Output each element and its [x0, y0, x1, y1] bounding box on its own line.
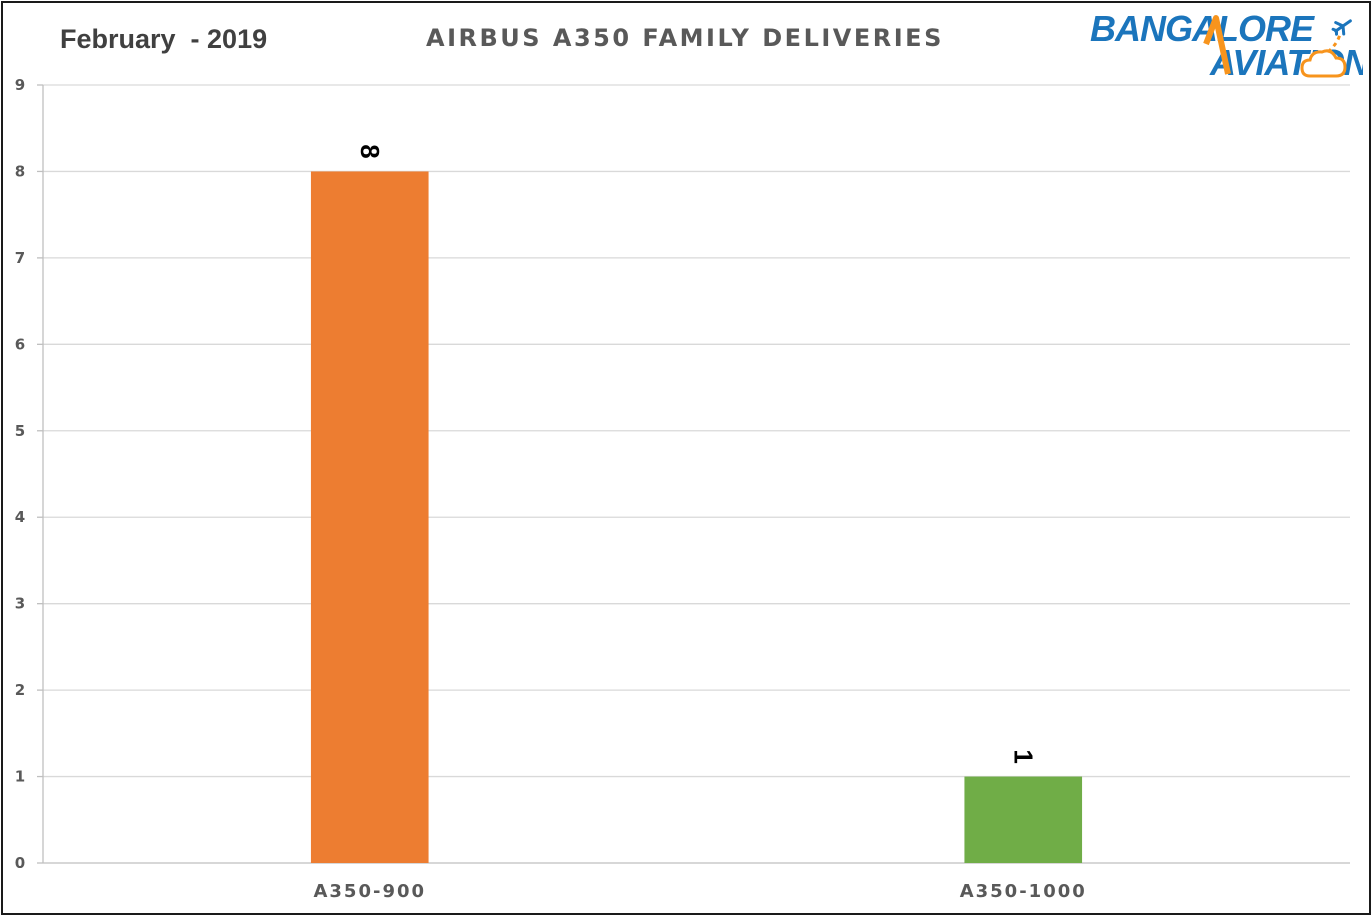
bangalore-aviation-logo: BANGALORE AVIATION: [1090, 8, 1363, 80]
logo-line1: BANGALORE: [1090, 8, 1315, 49]
y-tick-label: 1: [15, 768, 25, 786]
bar-a350-1000: [964, 776, 1083, 863]
chart-period-label: February - 2019: [60, 24, 268, 54]
y-tick-label: 3: [15, 595, 25, 613]
y-tick-label: 7: [15, 249, 25, 267]
y-tick-label: 8: [15, 162, 25, 180]
y-tick-label: 4: [15, 508, 25, 526]
y-tick-label: 6: [15, 335, 25, 353]
y-tick-label: 9: [15, 76, 25, 94]
cloud-icon: [1300, 49, 1347, 78]
logo-swoosh: [1203, 15, 1231, 75]
airplane-icon: [1331, 19, 1352, 36]
data-label: 8: [355, 144, 385, 158]
x-tick-label: A350-900: [313, 881, 426, 902]
x-tick-label: A350-1000: [960, 881, 1087, 902]
gridlines: [43, 84, 1350, 778]
y-tick-label: 2: [15, 681, 25, 699]
data-labels: 81: [355, 144, 1039, 764]
logo-contrail: [1326, 33, 1342, 54]
data-label: 1: [1008, 749, 1038, 763]
bar-a350-900: [310, 171, 429, 863]
y-tick-label: 5: [15, 422, 25, 440]
bars: [310, 171, 1083, 863]
chart-title: AIRBUS A350 FAMILY DELIVERIES: [426, 24, 944, 52]
y-tick-label: 0: [15, 854, 25, 872]
x-tick-labels: A350-900 A350-1000: [313, 881, 1087, 902]
y-tick-labels: 0 1 2 3 4 5 6 7 8 9: [15, 76, 25, 872]
axes: [37, 84, 1350, 864]
